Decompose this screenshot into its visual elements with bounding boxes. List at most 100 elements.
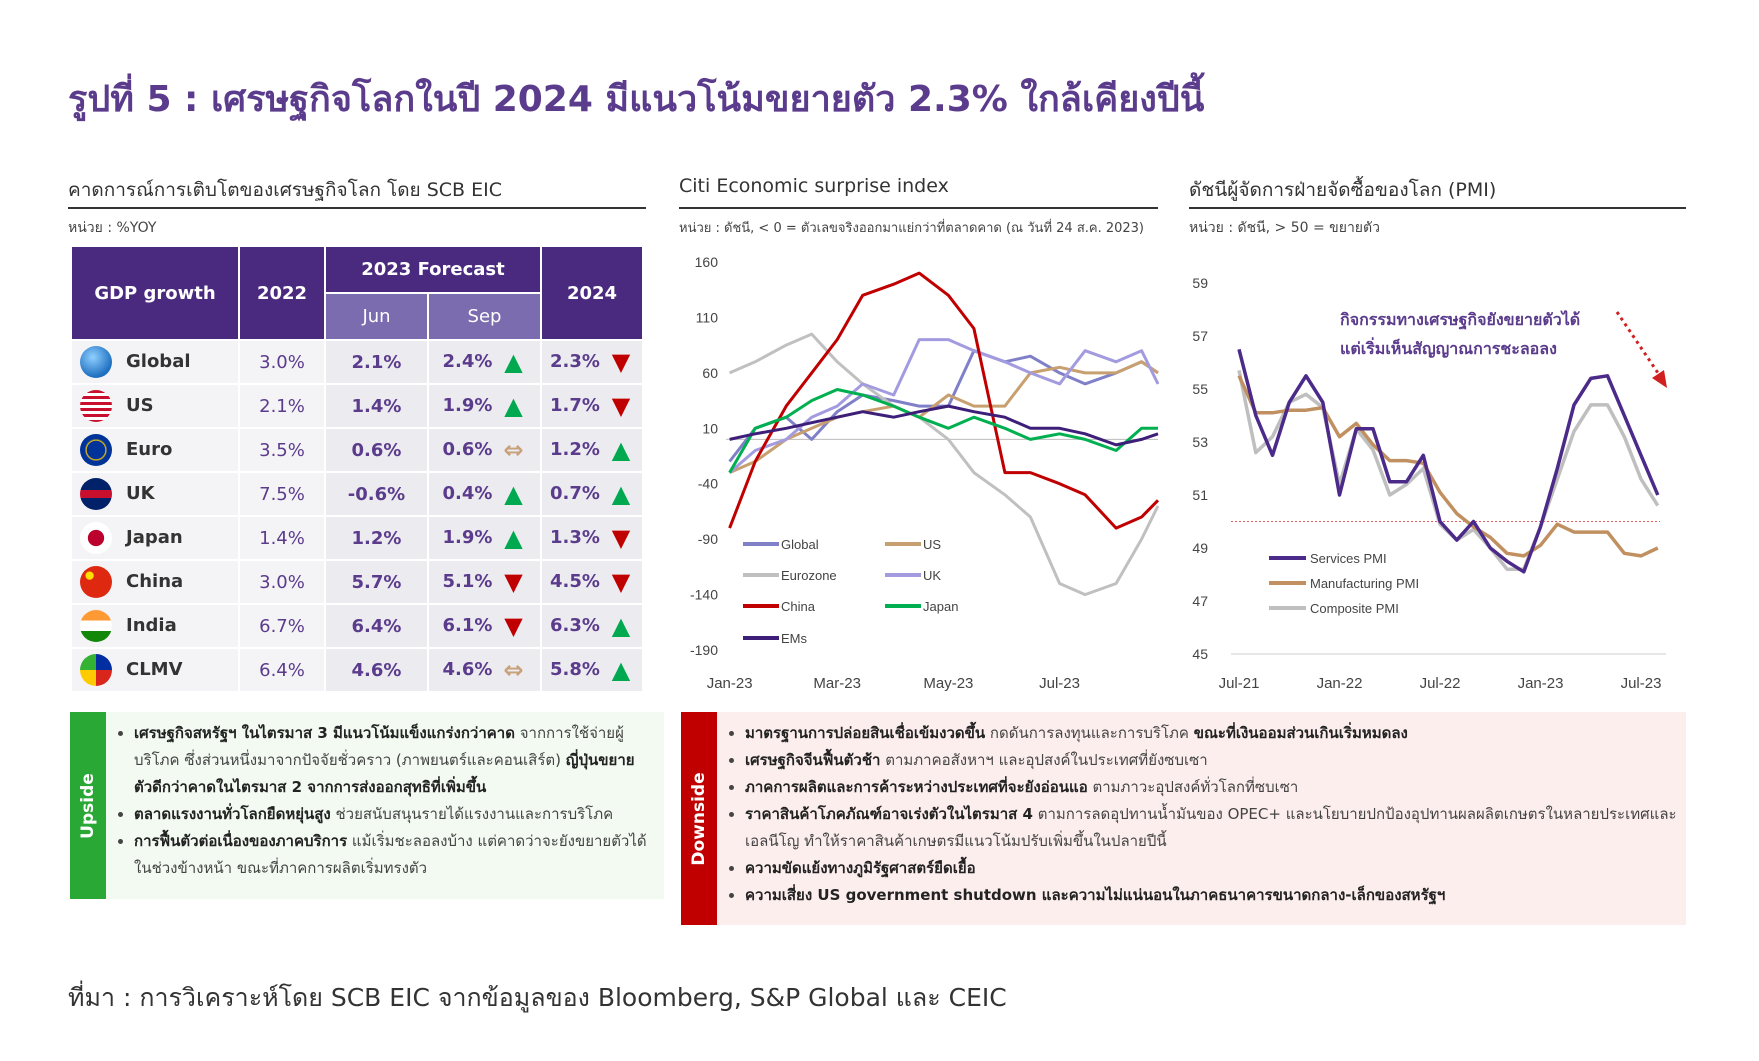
bullet-text: ตามภาวะอุปสงค์ทั่วโลกที่ซบเซา <box>1087 778 1299 796</box>
series-line-ems <box>729 404 1159 447</box>
x-tick-label: Mar-23 <box>813 675 861 692</box>
upside-bullet: ตลาดแรงงานทั่วโลกยืดหยุ่นสูง ช่วยสนับสนุ… <box>134 801 656 828</box>
clmv-flag-icon <box>80 654 112 686</box>
country-cell: UK <box>72 473 238 515</box>
upside-label: Upside <box>70 712 106 899</box>
value-2022: 3.0% <box>240 341 324 383</box>
upside-bullet: เศรษฐกิจสหรัฐฯ ในไตรมาส 3 มีแนวโน้มแข็งแ… <box>134 720 656 801</box>
arrow-up-icon: ▲ <box>611 656 631 684</box>
annotation-line: แต่เริ่มเห็นสัญญาณการชะลอลง <box>1340 339 1557 358</box>
gdp-panel-title: คาดการณ์การเติบโตของเศรษฐกิจโลก โดย SCB … <box>68 179 503 201</box>
x-tick-label: May-23 <box>923 675 973 692</box>
y-tick-label: 60 <box>702 365 718 381</box>
divider <box>679 207 1158 209</box>
divider <box>68 207 646 209</box>
upside-list: เศรษฐกิจสหรัฐฯ ในไตรมาส 3 มีแนวโน้มแข็งแ… <box>106 720 656 882</box>
bullet-text: ความเสี่ยง US government shutdown และควา… <box>745 886 1446 904</box>
arrow-flat-icon: ⇔ <box>503 656 524 684</box>
table-row: Global 3.0% 2.1% 2.4% ▲ 2.3% ▼ <box>72 341 642 383</box>
value-2022: 3.0% <box>240 561 324 603</box>
bullet-text: ภาคการผลิตและการค้าระหว่างประเทศที่จะยัง… <box>745 778 1088 796</box>
value-sep: 4.6% ⇔ <box>429 649 540 691</box>
country-cell: Euro <box>72 429 238 471</box>
bullet-text: ความขัดแย้งทางภูมิรัฐศาสตร์ยืดเยื้อ <box>745 859 976 877</box>
arrow-down-icon: ▼ <box>611 524 631 552</box>
upside-box: Upside เศรษฐกิจสหรัฐฯ ในไตรมาส 3 มีแนวโน… <box>70 712 664 899</box>
bullet-text: ตามภาคอสังหาฯ และอุปสงค์ในประเทศที่ยังซบ… <box>880 751 1208 769</box>
y-tick-label: 47 <box>1192 593 1208 609</box>
header-sep: Sep <box>429 294 540 339</box>
gdp-unit: หน่วย : %YOY <box>68 220 157 236</box>
value-jun: 5.7% <box>326 561 427 603</box>
country-name: Japan <box>126 527 183 548</box>
bullet-text: เศรษฐกิจสหรัฐฯ ในไตรมาส 3 มีแนวโน้มแข็งแ… <box>134 724 515 742</box>
table-row: Euro 3.5% 0.6% 0.6% ⇔ 1.2% ▲ <box>72 429 642 471</box>
value-jun: 1.2% <box>326 517 427 559</box>
header-gdp: GDP growth <box>72 247 238 339</box>
upside-bullet: การฟื้นตัวต่อเนื่องของภาคบริการ แม้เริ่ม… <box>134 828 656 882</box>
value-sep: 6.1% ▼ <box>429 605 540 647</box>
country-name: US <box>126 395 154 416</box>
value-sep: 1.9% ▲ <box>429 385 540 427</box>
value-sep-text: 0.4% <box>442 483 493 504</box>
value-2024: 4.5% ▼ <box>542 561 642 603</box>
x-tick-label: Jul-23 <box>1039 675 1080 692</box>
bullet-text: การฟื้นตัวต่อเนื่องของภาคบริการ <box>134 832 348 850</box>
value-sep: 0.4% ▲ <box>429 473 540 515</box>
value-sep-text: 4.6% <box>442 659 493 680</box>
value-sep-text: 0.6% <box>442 439 493 460</box>
page-title: รูปที่ 5 : เศรษฐกิจโลกในปี 2024 มีแนวโน้… <box>68 79 1205 120</box>
value-sep-text: 5.1% <box>442 571 493 592</box>
y-tick-label: 45 <box>1192 646 1208 662</box>
arrow-head-icon <box>1652 370 1667 388</box>
value-sep-text: 1.9% <box>442 395 493 416</box>
downside-list: มาตรฐานการปล่อยสินเชื่อเข้มงวดขึ้น กดดัน… <box>717 720 1678 909</box>
pmi-chart-title: ดัชนีผู้จัดการฝ่ายจัดซื้อของโลก (PMI) <box>1189 179 1497 201</box>
downside-box: Downside มาตรฐานการปล่อยสินเชื่อเข้มงวดข… <box>681 712 1686 925</box>
country-name: UK <box>126 483 155 504</box>
legend-label: Manufacturing PMI <box>1310 576 1419 591</box>
bullet-text: ขณะที่เงินออมส่วนเกินเริ่มหมดลง <box>1193 724 1408 742</box>
value-jun: 0.6% <box>326 429 427 471</box>
citi-unit: หน่วย : ดัชนี, < 0 = ตัวเลขจริงออกมาแย่ก… <box>679 221 1144 236</box>
value-2024: 6.3% ▲ <box>542 605 642 647</box>
pmi-unit: หน่วย : ดัชนี, > 50 = ขยายตัว <box>1189 220 1380 236</box>
value-sep: 1.9% ▲ <box>429 517 540 559</box>
legend-label: Japan <box>923 599 958 614</box>
value-2022: 6.4% <box>240 649 324 691</box>
y-tick-label: 57 <box>1192 328 1208 344</box>
value-2024-text: 1.7% <box>550 395 600 416</box>
value-jun: 2.1% <box>326 341 427 383</box>
arrow-down-icon: ▼ <box>611 348 631 376</box>
bullet-text: ราคาสินค้าโภคภัณฑ์อาจเร่งตัวในไตรมาส 4 <box>745 805 1033 823</box>
bullet-text: แม้เริ่มชะลอลงบ้าง แต่คาดว่าจะยังขยายตัว… <box>134 832 647 877</box>
series-line-services-pmi <box>1237 348 1660 574</box>
header-2023-forecast: 2023 Forecast <box>326 247 540 292</box>
series-line-us <box>729 360 1159 474</box>
value-sep: 0.6% ⇔ <box>429 429 540 471</box>
value-2024-text: 1.2% <box>550 439 600 460</box>
series-line-china <box>728 271 1160 530</box>
value-2022: 6.7% <box>240 605 324 647</box>
y-tick-label: 49 <box>1192 540 1208 556</box>
downside-label: Downside <box>681 712 717 925</box>
value-2024-text: 5.8% <box>550 659 600 680</box>
y-tick-label: -40 <box>698 476 718 492</box>
y-tick-label: 59 <box>1192 275 1208 291</box>
y-tick-label: 53 <box>1192 434 1208 450</box>
value-2024-text: 1.3% <box>550 527 600 548</box>
bullet-text: ตลาดแรงงานทั่วโลกยืดหยุ่นสูง <box>134 805 331 823</box>
value-2024: 0.7% ▲ <box>542 473 642 515</box>
series-line-manufacturing-pmi <box>1237 375 1659 558</box>
downside-bullet: ราคาสินค้าโภคภัณฑ์อาจเร่งตัวในไตรมาส 4 ต… <box>745 801 1678 855</box>
downside-bullet: ภาคการผลิตและการค้าระหว่างประเทศที่จะยัง… <box>745 774 1678 801</box>
citi-chart-title: Citi Economic surprise index <box>679 175 949 197</box>
x-tick-label: Jan-22 <box>1317 675 1363 692</box>
country-name: Global <box>126 351 191 372</box>
y-tick-label: 160 <box>695 254 719 270</box>
country-name: China <box>126 571 184 592</box>
arrow-up-icon: ▲ <box>611 612 631 640</box>
legend-label: Composite PMI <box>1310 601 1399 616</box>
country-cell: Global <box>72 341 238 383</box>
country-name: CLMV <box>126 659 183 680</box>
